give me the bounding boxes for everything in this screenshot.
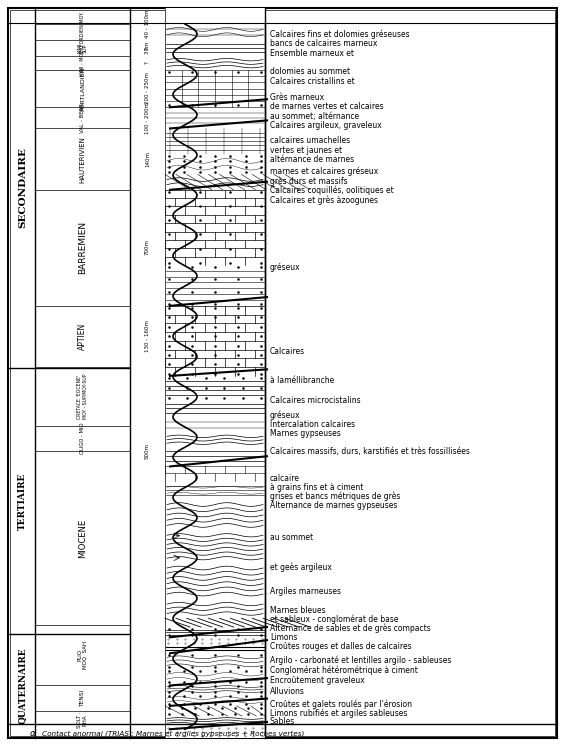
Text: gréseux: gréseux [270, 410, 301, 420]
Text: Croûtes rouges et dalles de calcaires: Croûtes rouges et dalles de calcaires [270, 642, 412, 651]
Text: Marnes gypseuses: Marnes gypseuses [270, 429, 341, 438]
Text: 100 - 200m: 100 - 200m [145, 101, 150, 134]
Text: au sommet: au sommet [270, 533, 313, 542]
Text: SECONDAIRE: SECONDAIRE [18, 148, 27, 228]
Text: VAL - BERR: VAL - BERR [80, 103, 85, 133]
Text: gréseux: gréseux [270, 263, 301, 272]
Text: ?: ? [145, 61, 150, 64]
Text: 130 - 160m: 130 - 160m [145, 321, 150, 353]
Text: α: α [30, 730, 36, 739]
Text: MIOCENE: MIOCENE [78, 518, 87, 557]
Text: 30m  40 - 100m: 30m 40 - 100m [145, 10, 150, 54]
Text: BARREMIEN: BARREMIEN [78, 222, 87, 275]
Text: bancs de calcaires marneux: bancs de calcaires marneux [270, 40, 377, 48]
Text: Calcaires cristallins et: Calcaires cristallins et [270, 77, 355, 86]
Text: Encroûtement graveleux: Encroûtement graveleux [270, 676, 365, 685]
Text: CRETACE 'EOCENE'
MOY - SUP/MOY-SUP: CRETACE 'EOCENE' MOY - SUP/MOY-SUP [77, 374, 88, 419]
Text: calcaires umachelles: calcaires umachelles [270, 137, 350, 145]
Text: Alternance de marnes gypseuses: Alternance de marnes gypseuses [270, 501, 397, 510]
Text: Croûtes et galets roulés par l’érosion: Croûtes et galets roulés par l’érosion [270, 700, 412, 709]
Text: Alluvions: Alluvions [270, 687, 305, 696]
Text: SOLT .
RHA: SOLT . RHA [77, 712, 88, 729]
Text: au sommet; altérnance: au sommet; altérnance [270, 112, 359, 121]
Text: Ensemble marneux et: Ensemble marneux et [270, 48, 354, 57]
Text: TERTIAIRE: TERTIAIRE [18, 472, 27, 530]
Text: PLIO
MOQ  SAH: PLIO MOQ SAH [77, 641, 88, 669]
Text: Limons: Limons [270, 633, 297, 642]
Text: et sableux - conglomérat de base: et sableux - conglomérat de base [270, 615, 398, 624]
Text: à grains fins et à ciment: à grains fins et à ciment [270, 483, 363, 492]
Text: Calcaires: Calcaires [270, 347, 305, 356]
Text: ?: ? [145, 47, 150, 49]
Text: OLIGO - MIO: OLIGO - MIO [80, 423, 85, 454]
Text: QUATERNAIRE: QUATERNAIRE [18, 648, 27, 724]
Text: 700m: 700m [145, 239, 150, 255]
Text: Argiles marneuses: Argiles marneuses [270, 588, 341, 597]
Text: Grès marneux: Grès marneux [270, 93, 324, 101]
Text: Sables: Sables [270, 718, 295, 727]
Text: 200 - 250m: 200 - 250m [145, 72, 150, 104]
Text: Marnes bleues: Marnes bleues [270, 606, 325, 615]
Bar [165, 8, 265, 738]
Text: Conglomérat hétérométrique à ciment: Conglomérat hétérométrique à ciment [270, 665, 418, 675]
Text: KIMI - MOY: KIMI - MOY [80, 50, 85, 76]
Text: dolomies au sommet: dolomies au sommet [270, 67, 350, 76]
Text: vertes et jaunes et: vertes et jaunes et [270, 146, 342, 155]
Text: OXFORDIEN MOY.: OXFORDIEN MOY. [80, 11, 85, 53]
Text: grises et bancs métriques de grès: grises et bancs métriques de grès [270, 492, 401, 501]
Text: Argilo - carbonaté et lentilles argilo - sableuses: Argilo - carbonaté et lentilles argilo -… [270, 655, 451, 665]
Text: HAUTERIVIEN: HAUTERIVIEN [80, 136, 85, 183]
Text: TENSI: TENSI [80, 689, 85, 707]
Text: Calcaires coquillés, oolitiques et: Calcaires coquillés, oolitiques et [270, 186, 394, 195]
Text: altérnance de marnes: altérnance de marnes [270, 154, 354, 163]
Text: Calcaires fins et dolomies gréseuses: Calcaires fins et dolomies gréseuses [270, 30, 410, 39]
Text: à laméllibranche: à laméllibranche [270, 376, 334, 385]
Text: de marnes vertes et calcaires: de marnes vertes et calcaires [270, 102, 384, 111]
Text: 140m: 140m [145, 151, 150, 167]
Text: Calcaires argileux, graveleux: Calcaires argileux, graveleux [270, 121, 382, 130]
Text: 500m: 500m [145, 443, 150, 459]
Text: Intercalation calcaires: Intercalation calcaires [270, 419, 355, 429]
Text: APTIEN: APTIEN [78, 323, 87, 350]
Text: calcaire: calcaire [270, 474, 300, 483]
Text: et geès argileux: et geès argileux [270, 562, 332, 572]
Text: PORTLANDIEN: PORTLANDIEN [80, 66, 85, 111]
Text: grès durs et massifs: grès durs et massifs [270, 176, 347, 186]
Text: KIMI
SUP: KIMI SUP [77, 43, 88, 54]
Text: marnes et calcaires gréseux: marnes et calcaires gréseux [270, 167, 378, 176]
Text: Alternance de sables et de grès compacts: Alternance de sables et de grès compacts [270, 624, 431, 633]
Text: Calcaires massifs, durs, karstifiés et très fossillisées: Calcaires massifs, durs, karstifiés et t… [270, 448, 470, 457]
Text: Limons rubifiés et argiles sableuses: Limons rubifiés et argiles sableuses [270, 709, 407, 718]
Text: Contact anormal (TRIAS : Marnes et argiles gypseuses + Roches vertes): Contact anormal (TRIAS : Marnes et argil… [42, 730, 305, 737]
Text: Calcaires et grès àzoogunes: Calcaires et grès àzoogunes [270, 195, 378, 204]
Text: Calcaires microcistalins: Calcaires microcistalins [270, 396, 360, 405]
